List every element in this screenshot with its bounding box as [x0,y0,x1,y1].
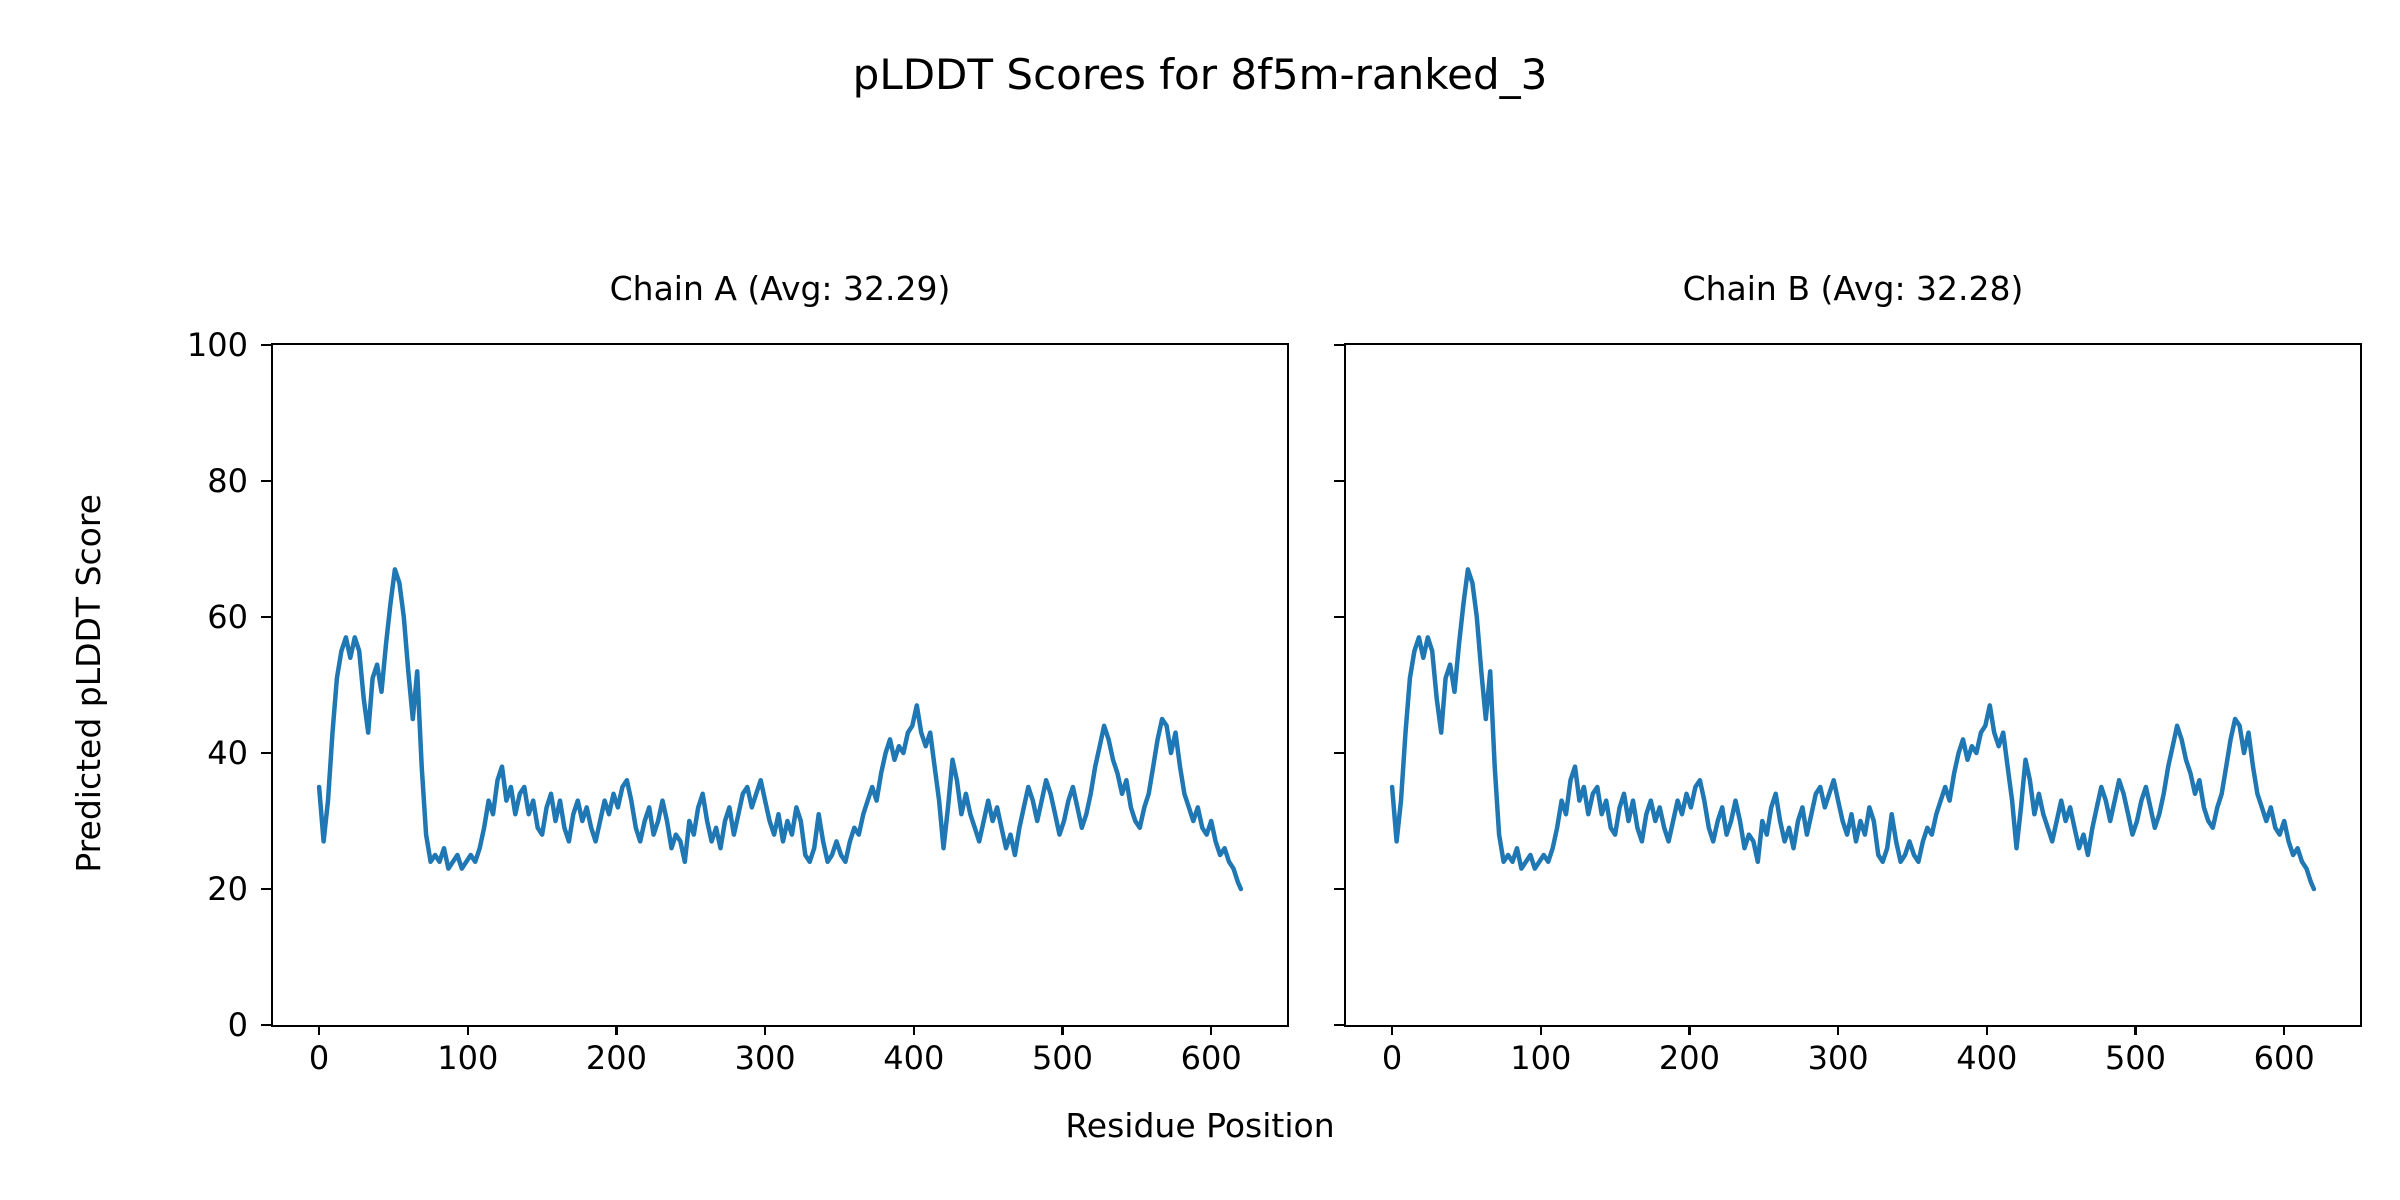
plddt-line-chain-b [1389,567,2317,892]
y-axis-label: Predicted pLDDT Score [62,343,114,1023]
x-tick-label: 400 [883,1039,945,1077]
x-tick-label: 500 [1031,1039,1094,1077]
x-tick-label: 200 [1658,1039,1720,1077]
y-tick-mark [260,615,271,619]
x-tick-mark [1688,1025,1691,1035]
x-tick-mark [317,1025,321,1035]
y-tick-label: 20 [207,870,248,908]
plddt-line-chain-a [316,567,1244,892]
x-tick-mark [1836,1025,1840,1035]
y-axis-label-text: Predicted pLDDT Score [68,493,108,873]
y-tick-mark [260,887,271,891]
x-tick-label: 400 [1956,1039,2018,1077]
x-tick-label: 0 [1381,1039,1403,1077]
y-tick-mark [260,479,271,483]
subplot-chain-a: Chain A (Avg: 32.29) 0 100 200 300 400 500 600… [187,269,1289,1077]
x-tick-mark [1061,1025,1064,1035]
x-tick-label: 300 [734,1039,796,1077]
x-tick-label: 100 [437,1039,499,1077]
x-tick-label: 600 [1180,1039,1242,1077]
y-tick-mark [1333,751,1344,755]
x-tick-label: 300 [1807,1039,1869,1077]
x-tick-mark [912,1025,916,1035]
y-tick-mark [260,751,271,755]
x-tick-mark [763,1025,767,1035]
x-tick-label: 0 [308,1039,330,1077]
y-tick-label: 0 [227,1006,248,1044]
chain-a-line-plot [316,567,1244,892]
x-tick-label: 100 [1510,1039,1572,1077]
y-tick-mark [1333,615,1344,619]
x-tick-label: 600 [2253,1039,2315,1077]
x-axis-label: Residue Position [1065,1106,1335,1145]
subplot-title-chain-b: Chain B (Avg: 32.28) [1682,269,2024,308]
subplot-title-chain-a: Chain A (Avg: 32.29) [609,269,951,308]
y-tick-mark [260,1023,271,1027]
x-tick-mark [1539,1025,1543,1035]
subplot-chain-b: Chain B (Avg: 32.28) 0 100 200 300 400 500 600 [1333,269,2362,1077]
x-tick-mark [2134,1025,2137,1035]
y-tick-label: 60 [207,598,248,636]
y-tick-mark [260,343,271,347]
x-tick-mark [1209,1025,1213,1035]
x-tick-mark [1985,1025,1989,1035]
chain-b-line-plot [1389,567,2317,892]
y-tick-mark [1333,479,1344,483]
y-tick-label: 40 [207,734,248,772]
x-tick-mark [466,1025,470,1035]
y-tick-label: 80 [207,462,248,500]
y-tick-mark [1333,1023,1344,1027]
x-tick-mark [2282,1025,2286,1035]
y-tick-mark [1333,887,1344,891]
x-tick-label: 500 [2104,1039,2167,1077]
x-tick-mark [1390,1025,1394,1035]
x-tick-label: 200 [585,1039,647,1077]
figure-title: pLDDT Scores for 8f5m-ranked_3 [852,50,1548,99]
y-tick-mark [1333,343,1344,347]
y-tick-label: 100 [186,326,248,364]
x-tick-mark [615,1025,618,1035]
